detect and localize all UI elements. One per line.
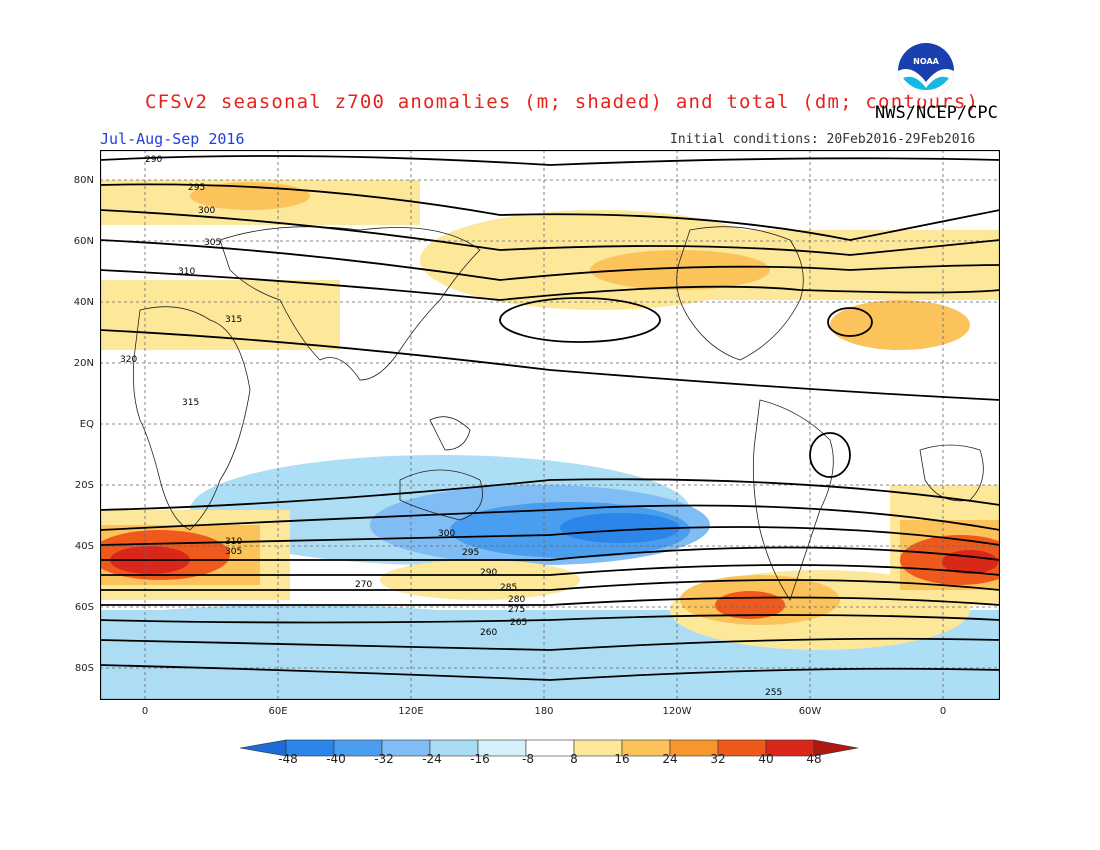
svg-text:NOAA: NOAA	[913, 57, 939, 66]
colorbar-tick: -8	[522, 752, 534, 766]
lon-label: 120W	[662, 706, 692, 717]
lon-label: 60E	[268, 706, 288, 717]
height-contours	[100, 155, 1000, 681]
colorbar	[240, 739, 859, 757]
contour-labels: 290 295 300 305 310 315 320 315 310 305 …	[120, 155, 782, 698]
lon-label: 120E	[398, 706, 424, 717]
contour-label: 290	[145, 155, 162, 165]
lon-label: 0	[939, 706, 947, 717]
colorbar-tick: -40	[326, 752, 346, 766]
contour-label: 265	[510, 618, 527, 628]
noaa-logo-icon: NOAA	[898, 43, 954, 99]
colorbar-tick: 32	[710, 752, 726, 766]
anomaly-map: 290 295 300 305 310 315 320 315 310 305 …	[100, 150, 1000, 700]
lat-label: 60S	[74, 602, 94, 613]
colorbar-tick: 24	[662, 752, 678, 766]
contour-label: 310	[225, 537, 242, 547]
colorbar-tick: 8	[570, 752, 578, 766]
contour-label: 270	[355, 580, 372, 590]
coastlines	[132, 226, 984, 601]
contour-label: 260	[480, 628, 497, 638]
contour-label: 300	[438, 529, 455, 539]
colorbar-tick: 16	[614, 752, 630, 766]
lat-label: EQ	[79, 419, 94, 430]
map-title: CFSv2 seasonal z700 anomalies (m; shaded…	[145, 91, 980, 113]
contour-label: 315	[182, 398, 199, 408]
contour-label: 300	[198, 206, 215, 216]
lat-label: 40N	[73, 297, 94, 308]
lat-label: 20N	[73, 358, 94, 369]
contour-label: 295	[188, 183, 205, 193]
colorbar-tick: -32	[374, 752, 394, 766]
colorbar-tick: -16	[470, 752, 490, 766]
contour-label: 255	[765, 688, 782, 698]
colorbar-tick: 40	[758, 752, 774, 766]
contour-label: 305	[204, 238, 221, 248]
colorbar-cell	[813, 739, 859, 757]
colorbar-tick: -48	[278, 752, 298, 766]
colorbar-tick: -24	[422, 752, 442, 766]
contour-label: 315	[225, 315, 242, 325]
contour-label: 305	[225, 547, 242, 557]
lon-label: 180	[534, 706, 554, 717]
contour-label: 290	[480, 568, 497, 578]
lon-label: 0	[141, 706, 149, 717]
contour-label: 280	[508, 595, 525, 605]
contour-label: 320	[120, 355, 137, 365]
lat-label: 40S	[74, 541, 94, 552]
contour-label: 310	[178, 267, 195, 277]
contour-label: 285	[500, 583, 517, 593]
lat-label: 20S	[74, 480, 94, 491]
initial-conditions-label: Initial conditions: 20Feb2016-29Feb2016	[670, 132, 976, 147]
lon-label: 60W	[798, 706, 822, 717]
lat-label: 80S	[74, 663, 94, 674]
season-label: Jul-Aug-Sep 2016	[100, 130, 245, 148]
contour-label: 295	[462, 548, 479, 558]
contour-label: 275	[508, 605, 525, 615]
colorbar-tick: 48	[806, 752, 822, 766]
lat-label: 60N	[73, 236, 94, 247]
lat-label: 80N	[73, 175, 94, 186]
agency-label: NWS/NCEP/CPC	[875, 103, 998, 123]
